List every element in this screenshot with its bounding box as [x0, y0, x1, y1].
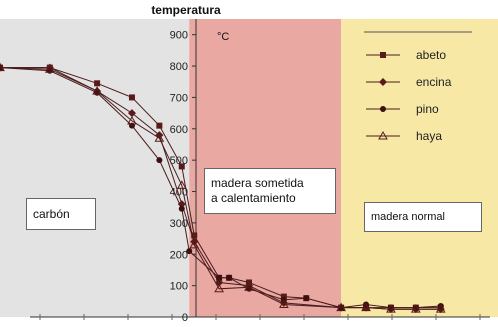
- point-pino-6: [186, 248, 193, 255]
- point-haya-1: [44, 64, 55, 73]
- point-pino-4: [156, 157, 163, 164]
- point-haya-0: [0, 62, 5, 72]
- zone-label-carbon: carbón: [26, 198, 96, 230]
- legend-item-encina: encina: [366, 75, 452, 89]
- legend-item-abeto: abeto: [366, 48, 446, 62]
- legend-marker-pino: [380, 106, 386, 112]
- y-tick-label-700: 700: [170, 92, 188, 104]
- series-haya: [0, 62, 446, 313]
- point-haya-2: [92, 86, 102, 95]
- point-pino-7: [216, 274, 223, 281]
- point-haya-3: [127, 115, 137, 125]
- point-haya-5: [176, 180, 187, 189]
- y-tick-label-400: 400: [170, 187, 188, 199]
- y-tick-label-800: 800: [170, 61, 188, 73]
- point-pino-5: [178, 205, 185, 212]
- point-haya-13: [410, 304, 421, 313]
- point-haya-4: [154, 133, 165, 142]
- point-abeto-2: [94, 80, 101, 87]
- point-pino-11: [303, 295, 310, 302]
- point-abeto-5: [178, 163, 185, 170]
- legend-label-abeto: abeto: [416, 48, 446, 62]
- point-haya-11: [361, 302, 371, 312]
- zone-label-normal-text: madera normal: [371, 211, 445, 223]
- point-encina-3: [127, 109, 136, 118]
- legend-marker-haya: [378, 130, 388, 140]
- y-tick-label-0: 0: [182, 312, 188, 322]
- point-pino-8: [226, 274, 233, 281]
- y-tick-label-900: 900: [170, 30, 188, 42]
- legend-item-pino: pino: [366, 102, 439, 116]
- zone-band-0: [0, 19, 190, 317]
- legend-label-pino: pino: [416, 102, 439, 116]
- point-haya-14: [435, 304, 446, 313]
- chart-title: temperatura: [151, 3, 221, 17]
- point-haya-6: [189, 239, 200, 249]
- point-haya-8: [244, 282, 254, 291]
- y-tick-label-200: 200: [170, 249, 188, 261]
- zone-label-normal: madera normal: [364, 202, 482, 232]
- unit-label: °C: [217, 31, 229, 43]
- zone-band-2: [341, 19, 498, 317]
- point-abeto-4: [156, 122, 163, 129]
- zone-label-heated: madera sometida a calentamiento: [204, 168, 336, 214]
- zone-label-carbon-text: carbón: [33, 207, 70, 221]
- point-haya-7: [214, 283, 224, 293]
- y-tick-label-100: 100: [170, 281, 188, 293]
- zone-label-heated-line2: a calentamiento: [211, 191, 296, 205]
- legend-marker-abeto: [380, 52, 386, 58]
- point-abeto-6: [191, 232, 198, 239]
- point-abeto-10: [280, 293, 287, 300]
- y-tick-label-600: 600: [170, 124, 188, 136]
- legend-marker-encina: [379, 78, 387, 86]
- point-haya-12: [386, 304, 396, 313]
- zone-label-heated-line1: madera sometida: [211, 176, 304, 190]
- point-abeto-3: [128, 94, 135, 101]
- legend-item-haya: haya: [366, 129, 442, 143]
- point-encina-5: [177, 200, 186, 209]
- point-haya-10: [336, 302, 346, 312]
- series-line-haya: [0, 67, 441, 310]
- point-haya-9: [278, 299, 289, 308]
- legend-label-encina: encina: [416, 75, 452, 89]
- legend-label-haya: haya: [416, 129, 442, 143]
